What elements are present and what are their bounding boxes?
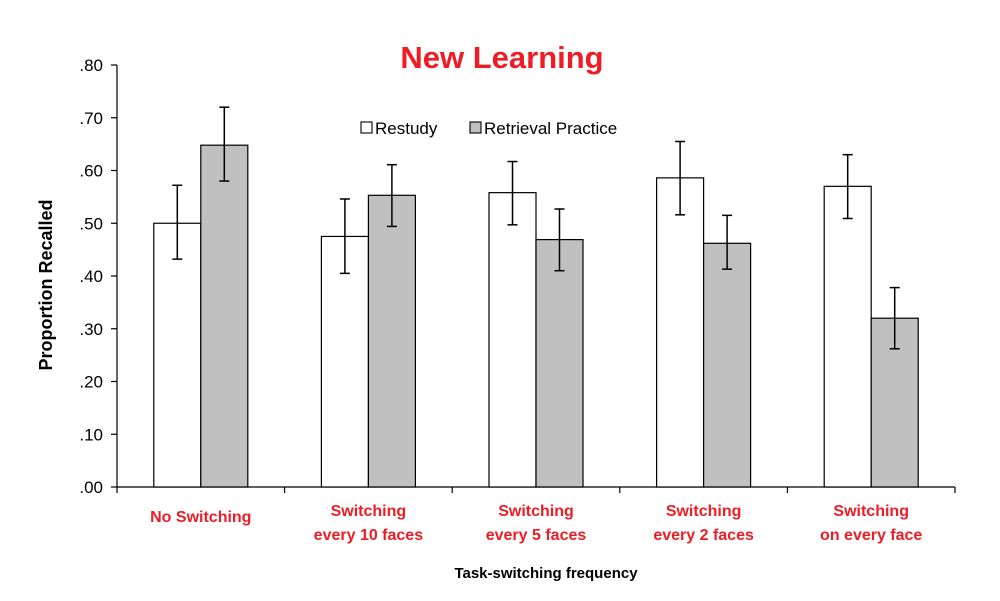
legend: Restudy Retrieval Practice [360,119,617,138]
y-axis-label: Proportion Recalled [36,199,56,370]
bar-restudy [823,185,872,488]
y-tick-label: .00 [79,478,103,497]
error-bar [219,106,230,182]
bar-retrieval-practice [200,144,249,488]
chart-title: New Learning [400,40,603,75]
category-label: every 2 faces [653,527,754,544]
bar-restudy [488,192,537,488]
error-bar [722,214,733,270]
y-tick-label: .30 [79,320,103,339]
error-bar [172,184,183,260]
y-tick-label: .60 [79,162,103,181]
error-bar [675,140,686,216]
y-tick-label: .40 [79,267,103,286]
y-tick-label: .70 [79,109,103,128]
error-bar [889,286,900,350]
category-label: Switching [833,503,909,520]
y-tick-label: .10 [79,425,103,444]
error-bar [507,160,518,226]
y-tick-label: .80 [79,56,103,75]
error-bar [554,208,565,272]
error-bar [339,198,350,275]
legend-item: Retrieval Practice [469,119,617,138]
x-axis-label: Task-switching frequency [454,565,638,582]
legend-swatch [469,121,482,134]
category-label: every 5 faces [486,527,587,544]
y-tick-label: .20 [79,373,103,392]
bar-restudy [655,177,705,488]
category-label: every 10 faces [314,527,424,544]
error-bars [172,106,900,350]
category-label: on every face [820,527,922,544]
category-label: Switching [331,503,407,520]
error-bar [386,163,397,228]
bars [153,144,919,488]
category-label: No Switching [150,509,251,526]
legend-swatch [360,121,373,134]
category-labels: No Switching Switching every 10 faces Switc… [150,503,922,544]
legend-item: Restudy [360,119,438,138]
bar-restudy [153,222,202,488]
axes: .00 .10 .20 .30 .40 .50 .60 .70 .80 [79,56,956,497]
bar-retrieval-practice [535,239,584,488]
category-label: Switching [498,503,574,520]
category-label: Switching [666,503,742,520]
legend-label: Retrieval Practice [484,119,617,138]
legend-label: Restudy [375,119,438,138]
error-bar [842,153,853,220]
bar-restudy [320,235,369,488]
bar-retrieval-practice [367,194,416,488]
y-tick-label: .50 [79,214,103,233]
bar-retrieval-practice [702,242,752,488]
